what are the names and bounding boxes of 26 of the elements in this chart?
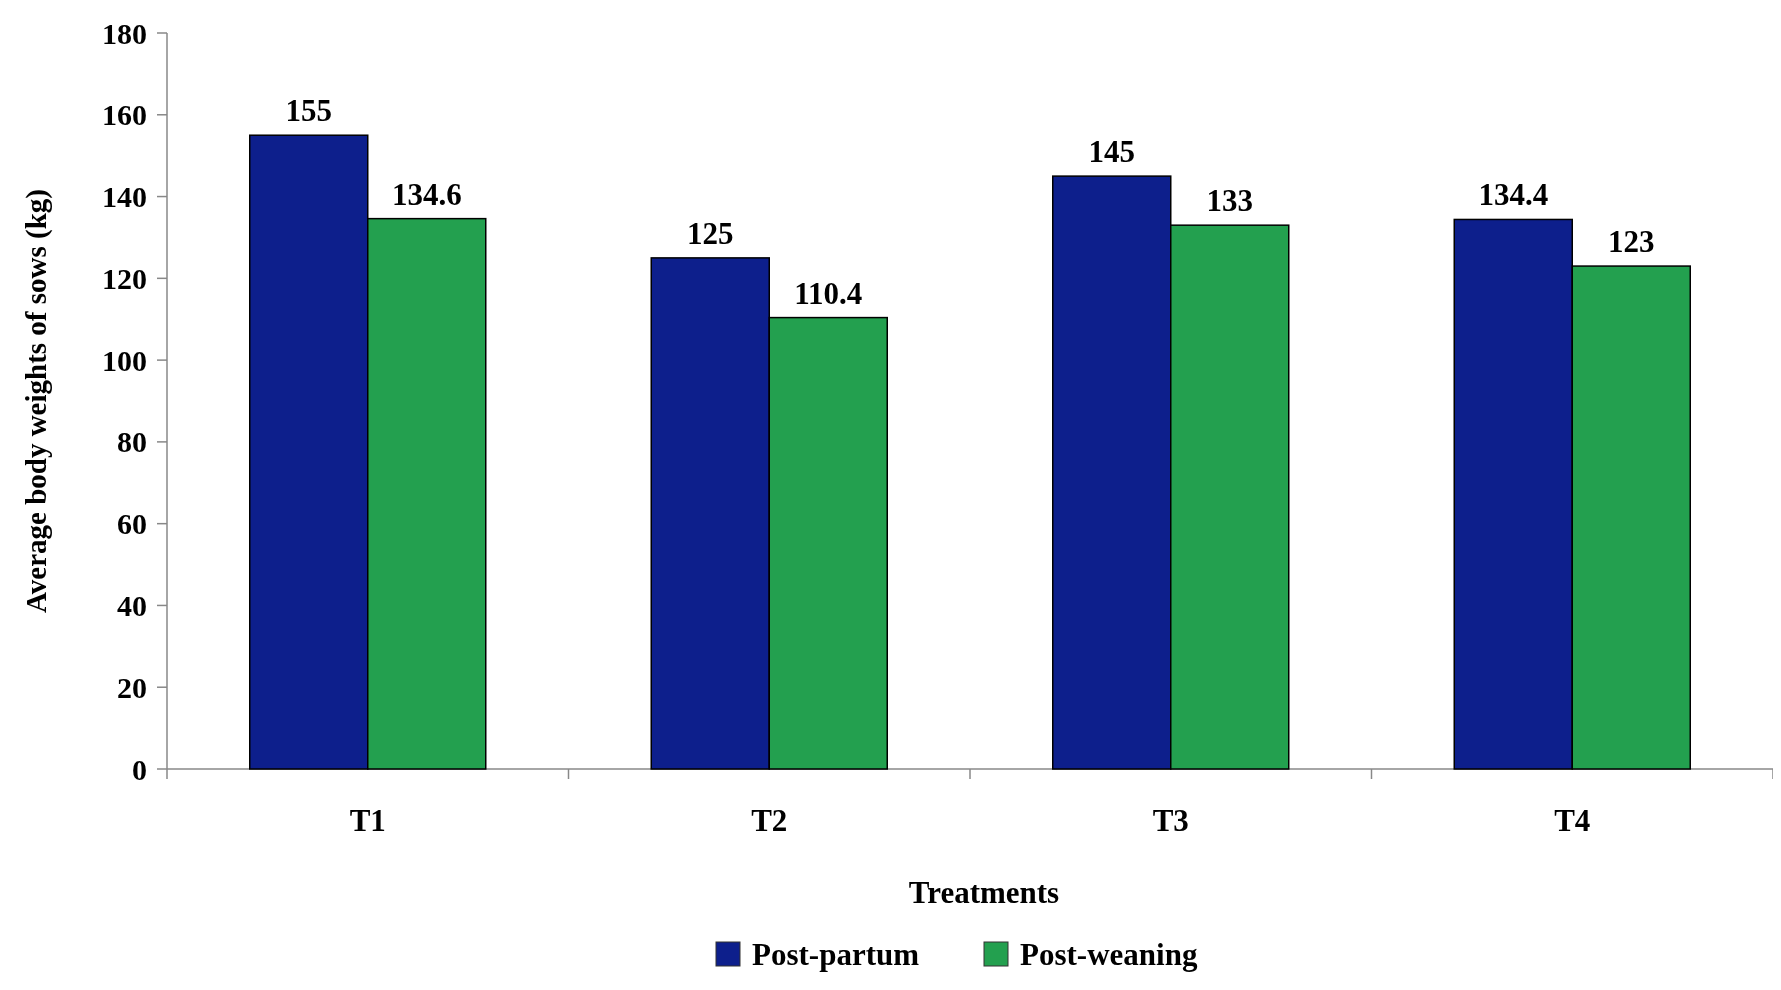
data-label: 125: [687, 215, 734, 251]
x-tick-label: T3: [1152, 803, 1189, 838]
x-tick-label: T1: [349, 803, 386, 838]
data-label: 110.4: [794, 275, 863, 311]
data-label: 123: [1608, 224, 1655, 260]
y-tick-label: 160: [102, 98, 147, 132]
legend-label: Post-partum: [752, 936, 920, 972]
y-tick-label: 20: [117, 670, 147, 704]
data-label: 133: [1206, 183, 1253, 219]
y-tick-label: 140: [102, 180, 147, 214]
y-tick-label: 180: [102, 16, 147, 50]
x-axis-title: Treatments: [908, 875, 1060, 910]
x-tick-label: T4: [1554, 803, 1591, 838]
data-label: 155: [285, 93, 332, 129]
data-label: 145: [1088, 134, 1135, 170]
legend-label: Post-weaning: [1020, 936, 1198, 972]
data-label: 134.4: [1478, 177, 1549, 213]
y-tick-label: 80: [117, 425, 147, 459]
data-label: 134.6: [391, 176, 462, 212]
y-axis-title: Average body weights of sows (kg): [20, 189, 53, 613]
y-tick-label: 40: [117, 588, 147, 622]
x-tick-label: T2: [751, 803, 788, 838]
y-tick-label: 0: [132, 752, 147, 786]
y-tick-label: 100: [102, 343, 147, 377]
y-tick-label: 60: [117, 507, 147, 541]
y-tick-label: 120: [102, 261, 147, 295]
